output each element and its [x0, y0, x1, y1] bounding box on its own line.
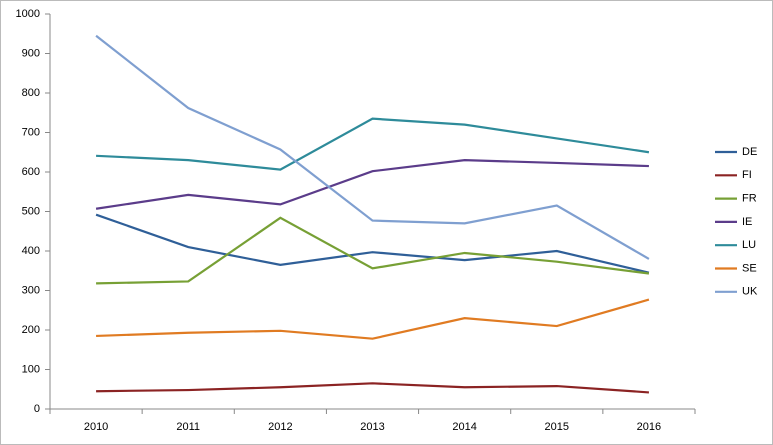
series-line	[96, 298, 650, 340]
series-line	[95, 34, 650, 260]
y-tick-label: 400	[22, 245, 40, 257]
y-tick-label: 500	[22, 205, 40, 217]
y-tick-label: 300	[22, 284, 40, 296]
y-tick-label: 900	[22, 47, 40, 59]
y-tick-label: 0	[34, 403, 40, 415]
legend-label: IE	[742, 216, 752, 228]
y-tick-label: 800	[22, 87, 40, 99]
x-tick-label: 2010	[84, 421, 108, 433]
legend-label: LU	[742, 239, 756, 251]
x-tick-label: 2014	[452, 421, 476, 433]
y-tick-label: 200	[22, 324, 40, 336]
legend-label: SE	[742, 262, 757, 274]
x-tick-label: 2013	[360, 421, 384, 433]
series-line	[96, 216, 650, 285]
y-tick-label: 100	[22, 363, 40, 375]
legend-label: DE	[742, 146, 757, 158]
y-tick-label: 700	[22, 126, 40, 138]
x-tick-label: 2016	[637, 421, 661, 433]
series-line	[96, 382, 650, 394]
x-tick-label: 2012	[268, 421, 292, 433]
y-tick-label: 1000	[16, 8, 40, 20]
x-tick-label: 2015	[545, 421, 569, 433]
legend-label: FR	[742, 193, 757, 205]
legend-label: FI	[742, 169, 752, 181]
series-line	[95, 213, 650, 274]
series-line	[95, 159, 649, 210]
x-tick-label: 2011	[176, 421, 200, 433]
legend-label: UK	[742, 286, 758, 298]
y-tick-label: 600	[22, 166, 40, 178]
series-line	[96, 117, 650, 171]
